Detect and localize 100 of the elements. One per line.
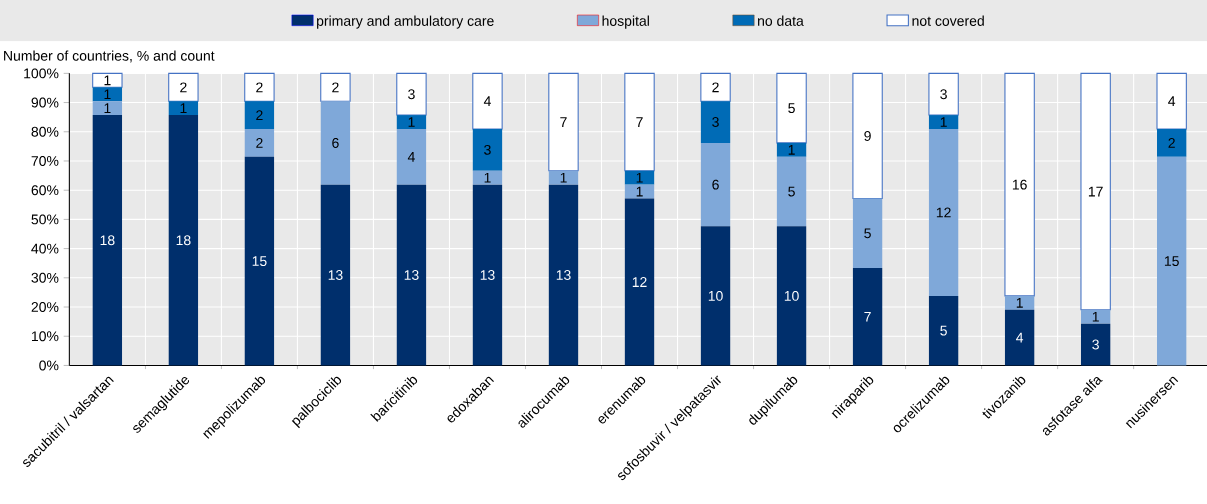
bar [244, 156, 275, 366]
bar [624, 184, 655, 199]
annotation: 5 [788, 103, 795, 113]
bar [92, 115, 123, 366]
annotation: 1 [104, 89, 111, 99]
annotation: 3 [1092, 339, 1099, 350]
annotation: 5 [864, 228, 871, 239]
annotation: 5 [788, 186, 795, 197]
y-tick-label: 50% [31, 214, 59, 225]
bar [168, 115, 199, 366]
bar [1080, 323, 1111, 366]
y-tick-label: 60% [31, 185, 59, 196]
annotation: 3 [712, 117, 719, 127]
bar [928, 115, 959, 129]
annotation: 6 [712, 179, 719, 190]
bar [244, 101, 275, 129]
annotation: 2 [180, 82, 187, 93]
y-tick-label: 0% [39, 360, 59, 371]
bar [700, 226, 731, 366]
annotation: 7 [864, 311, 871, 322]
annotation: 1 [104, 103, 111, 113]
annotation: 1 [940, 117, 947, 127]
bar [320, 101, 351, 185]
annotation: 2 [1168, 137, 1175, 148]
bar [624, 170, 655, 185]
bar [776, 156, 807, 227]
annotation: 1 [484, 172, 491, 183]
legend-label: not covered [912, 15, 984, 26]
annotation: 15 [1164, 256, 1179, 266]
annotation: 13 [556, 270, 571, 280]
bar [852, 198, 883, 269]
annotation: 3 [940, 89, 947, 100]
annotation: 15 [252, 256, 267, 266]
bar [1080, 309, 1111, 324]
bar [472, 128, 503, 171]
annotation: 7 [636, 117, 643, 127]
bar [776, 226, 807, 366]
legend-label: no data [758, 15, 804, 26]
annotation: 12 [936, 207, 951, 218]
y-tick-label: 10% [31, 331, 59, 342]
y-tick-label: 90% [31, 97, 59, 108]
annotation: 10 [708, 290, 723, 301]
bar [700, 101, 731, 143]
annotation: 1 [408, 117, 415, 127]
annotation: 6 [332, 137, 339, 148]
legend-label: hospital [602, 15, 649, 29]
annotation: 3 [484, 144, 491, 155]
annotation: 1 [104, 75, 111, 86]
annotation: 16 [1012, 179, 1027, 190]
annotation: 1 [180, 103, 187, 113]
annotation: 2 [712, 82, 719, 93]
bar [396, 128, 427, 185]
y-tick-label: 70% [31, 155, 59, 166]
bar [1004, 295, 1035, 310]
annotation: 1 [636, 186, 643, 197]
annotation: 1 [1092, 311, 1099, 322]
y-tick-label: 20% [31, 302, 59, 312]
y-tick-label: 100% [24, 68, 59, 79]
annotation: 9 [864, 130, 871, 141]
bar [548, 170, 579, 185]
bar [92, 87, 123, 102]
annotation: 17 [1088, 186, 1103, 197]
bar [396, 184, 427, 366]
annotation: 18 [100, 235, 115, 246]
bar [244, 128, 275, 157]
bar [472, 184, 503, 366]
bar [472, 170, 503, 185]
bar [1004, 309, 1035, 366]
annotation: 2 [256, 137, 263, 148]
annotation: 4 [483, 96, 491, 106]
y-tick-label: 80% [31, 126, 59, 137]
annotation: 13 [328, 270, 343, 280]
annotation: 4 [407, 151, 415, 162]
bar [396, 115, 427, 129]
annotation: 1 [788, 144, 795, 155]
annotation: 4 [1016, 332, 1024, 343]
annotation: 1 [636, 172, 643, 183]
bar [776, 142, 807, 157]
bar [548, 184, 579, 366]
annotation: 2 [256, 110, 263, 120]
bar [852, 268, 883, 366]
annotation: 1 [1016, 297, 1023, 308]
bar [624, 198, 655, 366]
annotation: 10 [784, 290, 799, 301]
annotation: 12 [632, 277, 647, 287]
bar [1157, 156, 1187, 366]
y-tick-label: 40% [31, 243, 59, 254]
bar [168, 101, 199, 116]
bar [92, 101, 123, 116]
bar [1157, 128, 1187, 157]
y-axis-title: Number of countries, % and count [4, 50, 215, 63]
annotation: 13 [480, 270, 495, 280]
annotation: 2 [256, 82, 263, 93]
bar [700, 142, 731, 227]
bar [928, 128, 959, 296]
annotation: 1 [560, 172, 567, 183]
annotation: 13 [404, 270, 419, 280]
annotation: 3 [408, 89, 415, 100]
bar [320, 184, 351, 366]
annotation: 5 [940, 325, 947, 336]
